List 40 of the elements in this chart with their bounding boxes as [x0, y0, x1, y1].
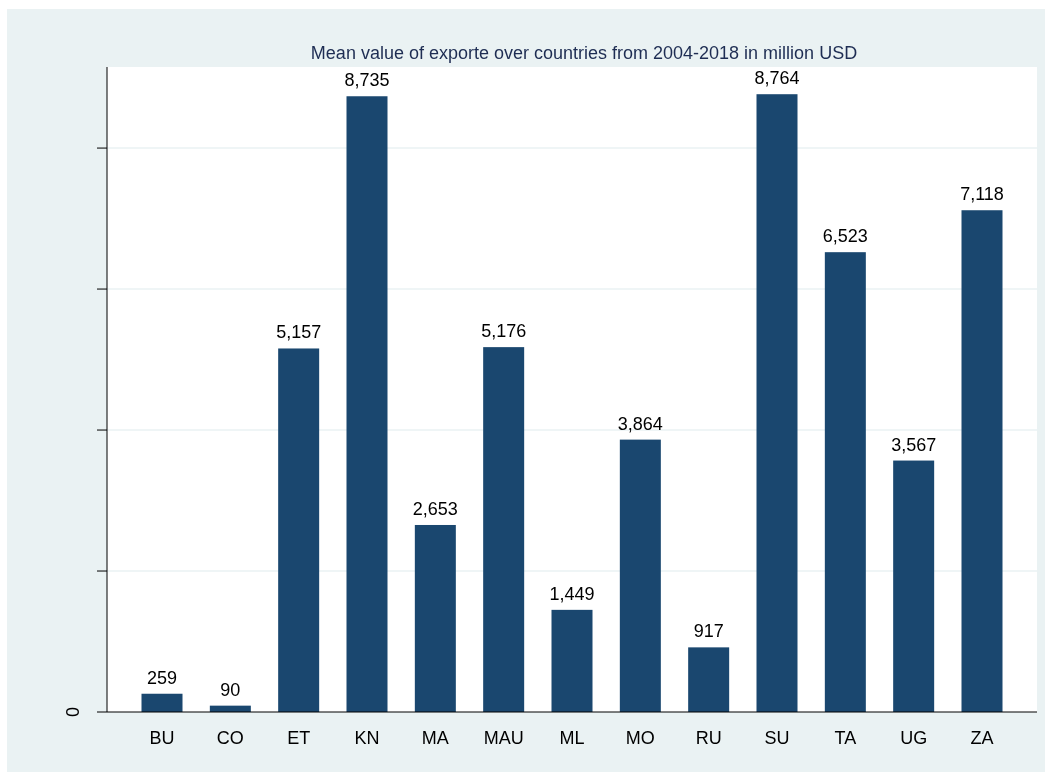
- bar: [346, 96, 388, 712]
- data-label: 2,653: [412, 498, 458, 519]
- bar: [893, 460, 935, 712]
- x-tick-label: TA: [834, 728, 857, 748]
- data-label: 5,157: [276, 322, 322, 343]
- x-tick-label: ET: [287, 728, 311, 748]
- x-tick-label: ML: [559, 728, 585, 748]
- x-tick-label: MAU: [483, 728, 524, 748]
- bar: [688, 647, 730, 712]
- data-label: 1,449: [549, 583, 595, 604]
- bar: [141, 693, 183, 712]
- bar: [619, 439, 661, 712]
- x-tick-label: MO: [625, 728, 655, 748]
- x-tick-label: MA: [421, 728, 449, 748]
- data-label: 6,523: [822, 226, 868, 247]
- bar: [756, 94, 798, 712]
- bar: [551, 609, 593, 712]
- text: 0: [63, 706, 83, 718]
- bar: [824, 252, 866, 712]
- chart-title: Mean value of exporte over countries from 2004-2018 in million USD: [310, 43, 858, 63]
- x-tick-label: UG: [900, 728, 928, 748]
- data-label: 8,735: [344, 70, 390, 91]
- bar: [278, 348, 320, 712]
- bar: [483, 347, 525, 712]
- x-tick-label: CO: [216, 728, 244, 748]
- data-label: 917: [693, 621, 724, 642]
- x-tick-label: SU: [764, 728, 790, 748]
- data-label: 3,567: [891, 434, 937, 455]
- bar: [414, 524, 456, 712]
- data-label: 3,864: [617, 413, 663, 434]
- x-tick-label: BU: [149, 728, 175, 748]
- bar: [961, 210, 1003, 712]
- x-tick-label: ZA: [970, 728, 994, 748]
- data-label: 5,176: [481, 321, 527, 342]
- data-label: 7,118: [960, 184, 1004, 205]
- data-label: 8,764: [754, 68, 800, 89]
- data-label: 259: [146, 667, 178, 688]
- data-label: 90: [220, 679, 241, 700]
- x-tick-label: RU: [695, 728, 722, 748]
- x-tick-label: KN: [354, 728, 380, 748]
